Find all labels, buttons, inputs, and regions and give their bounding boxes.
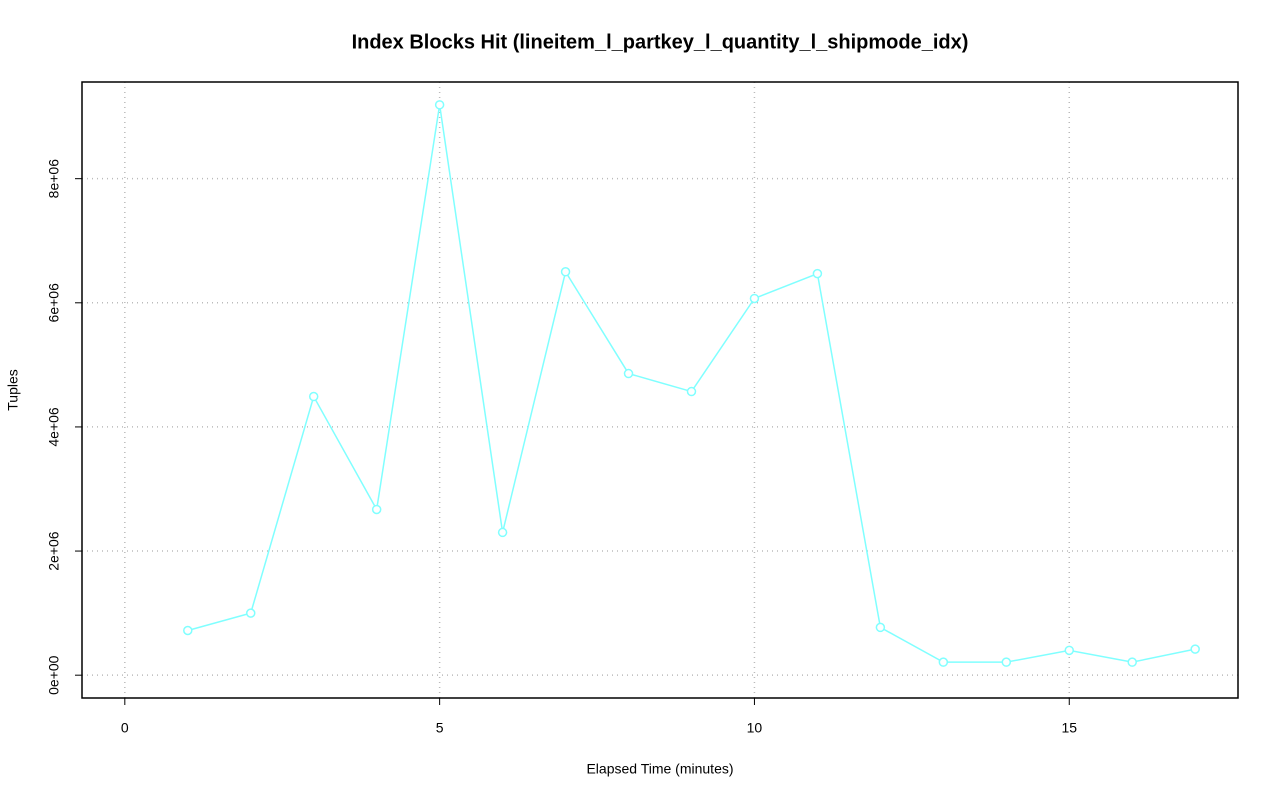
data-point <box>623 368 634 379</box>
data-point <box>875 622 886 633</box>
data-point <box>749 293 760 304</box>
chart-title: Index Blocks Hit (lineitem_l_partkey_l_q… <box>352 31 969 53</box>
y-tick-label: 8e+06 <box>46 159 62 199</box>
data-point <box>497 527 508 538</box>
data-point <box>1190 644 1200 654</box>
y-tick-label: 4e+06 <box>46 407 62 447</box>
data-point <box>245 608 256 618</box>
plot-frame <box>81 81 1239 699</box>
x-tick-label: 15 <box>1061 720 1077 736</box>
data-point <box>938 657 949 667</box>
data-point <box>812 268 823 279</box>
data-line <box>187 104 1196 663</box>
data-point <box>1064 645 1075 656</box>
data-point <box>183 625 193 636</box>
data-point <box>1127 657 1137 667</box>
x-tick-label: 5 <box>436 720 444 736</box>
data-point <box>434 100 445 110</box>
x-axis-label: Elapsed Time (minutes) <box>586 761 733 777</box>
data-point <box>308 391 319 402</box>
data-point <box>1001 657 1012 667</box>
y-axis-label: Tuples <box>5 369 21 411</box>
data-point <box>686 386 697 397</box>
y-tick-label: 2e+06 <box>46 531 62 571</box>
y-tick-label: 0e+00 <box>46 655 62 695</box>
x-tick-label: 0 <box>121 720 129 736</box>
y-tick-label: 6e+06 <box>46 283 62 323</box>
data-point <box>560 267 571 277</box>
data-point <box>371 504 382 515</box>
x-tick-label: 10 <box>747 720 763 736</box>
